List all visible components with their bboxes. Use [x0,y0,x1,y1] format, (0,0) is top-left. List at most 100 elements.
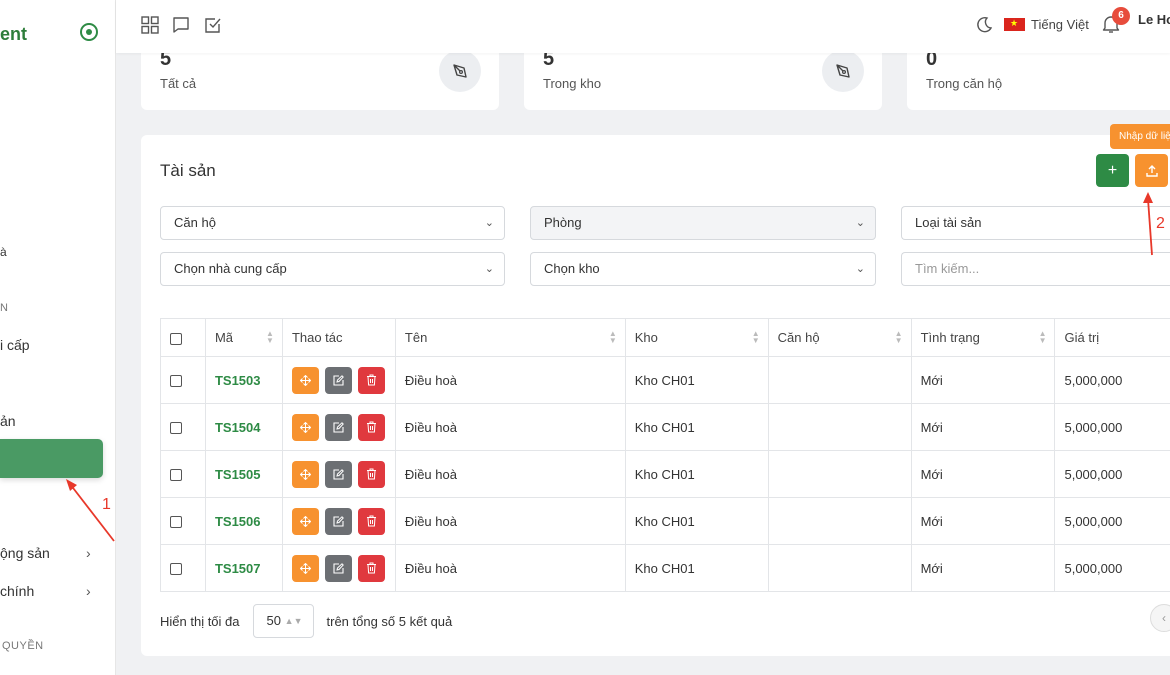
move-button[interactable] [291,413,319,441]
import-button[interactable] [1135,154,1168,187]
sidebar-item-real-estate[interactable]: ộng sản [0,545,50,561]
supplier-select-value: Chọn nhà cung cấp [174,261,287,276]
table-row: TS1503 Điều hoà Kho CH01 Mới 5,000,000 [160,356,1170,404]
row-select-cell [160,544,206,592]
language-selector[interactable]: Tiếng Việt [1004,17,1089,32]
move-button[interactable] [291,507,319,535]
supplier-select[interactable]: Chọn nhà cung cấp ⌄ [160,252,505,286]
asset-code-link[interactable]: TS1505 [214,466,261,482]
row-checkbox[interactable] [170,375,182,388]
room-select[interactable]: Phòng ⌄ [530,206,876,240]
search-placeholder: Tìm kiếm... [915,261,980,276]
chat-icon[interactable] [172,16,190,34]
asset-code-link[interactable]: TS1503 [214,372,261,388]
grid-icon[interactable] [141,16,159,34]
edit-button[interactable] [324,366,352,394]
sidebar-item-active[interactable] [0,439,103,478]
user-name[interactable]: Le Ho [1138,12,1170,27]
apartment-cell [767,403,912,451]
table-row: TS1506 Điều hoà Kho CH01 Mới 5,000,000 [160,497,1170,545]
row-checkbox[interactable] [170,469,182,482]
value-cell: 5,000,000 [1054,450,1170,498]
sidebar-toggle-icon[interactable] [80,23,98,41]
asset-code-link[interactable]: TS1507 [214,560,261,576]
chevron-down-icon: ⌄ [484,217,494,229]
header-label: Căn hộ [777,330,820,345]
asset-name-cell: Điều hoà [394,356,626,404]
header-label: Tình trạng [920,330,980,345]
select-all-checkbox[interactable] [170,332,182,345]
page-size-value: 50 [266,613,281,628]
header-label: Mã [214,330,234,345]
delete-button[interactable] [357,460,385,488]
column-header-apartment[interactable]: Căn hộ ▲ ▼ [767,318,912,357]
asset-code-link[interactable]: TS1504 [214,419,261,435]
value-cell: 5,000,000 [1054,544,1170,592]
actions-cell [281,544,396,592]
status-cell: Mới [910,356,1056,404]
edit-button[interactable] [324,413,352,441]
sidebar-item-finance[interactable]: chính [0,583,35,599]
column-header-name[interactable]: Tên ▲ ▼ [394,318,626,357]
search-input[interactable]: Tìm kiếm... [901,252,1170,286]
chevron-down-icon: ⌄ [855,263,865,275]
move-button[interactable] [291,460,319,488]
column-header-value[interactable]: Giá trị [1054,318,1170,357]
apartment-select[interactable]: Căn hộ ⌄ [160,206,505,240]
status-cell: Mới [910,544,1056,592]
row-select-cell [160,497,206,545]
column-header-code[interactable]: Mã ▲ ▼ [204,318,283,357]
moon-icon[interactable] [975,16,993,34]
asset-code-link[interactable]: TS1506 [214,513,261,529]
asset-name-cell: Điều hoà [394,544,626,592]
assets-table: Mã ▲ ▼ Thao tác Tên ▲ ▼ Kho ▲ ▼ Căn hộ ▲ ▼ Tình … [160,318,1170,592]
move-button[interactable] [291,366,319,394]
column-header-warehouse[interactable]: Kho ▲ ▼ [624,318,769,357]
delete-button[interactable] [357,366,385,394]
row-checkbox[interactable] [170,563,182,576]
edit-button[interactable] [324,460,352,488]
delete-button[interactable] [357,413,385,441]
edit-button[interactable] [324,507,352,535]
sidebar-item-suppliers[interactable]: i cấp [0,337,30,353]
sidebar-item-assets[interactable]: ản [0,413,16,429]
header-label: Kho [634,330,658,345]
header-label: Giá trị [1064,330,1100,345]
page-size-select[interactable]: 50 ▲▼ [252,604,314,638]
sort-icon: ▲ ▼ [608,329,617,345]
warehouse-cell: Kho CH01 [624,403,769,451]
delete-button[interactable] [357,507,385,535]
asset-code-cell: TS1505 [204,450,283,498]
sort-icon: ▲ ▼ [751,329,760,345]
add-button[interactable]: + [1096,154,1129,187]
annotation-label-2: 2 [1156,215,1165,232]
value-cell: 5,000,000 [1054,497,1170,545]
apartment-cell [767,544,912,592]
move-button[interactable] [291,554,319,582]
edit-button[interactable] [324,554,352,582]
column-header-status[interactable]: Tình trạng ▲ ▼ [910,318,1056,357]
assets-card: Tài sản + Nhập dữ liệu Căn hộ ⌄ Phòng ⌄ … [141,124,1170,656]
delete-button[interactable] [357,554,385,582]
sidebar-section-permissions: QUYỀN [2,640,44,652]
previous-page-button[interactable]: ‹ [1150,604,1170,632]
stat-value: 0 [926,48,938,70]
select-all-cell [160,318,206,357]
stat-label: Tất cả [160,76,197,91]
asset-code-cell: TS1507 [204,544,283,592]
column-header-actions: Thao tác [281,318,396,357]
stat-value: 5 [160,48,172,70]
sidebar: ent à N i cấp ản ộng sản › chính › QUYỀN [0,0,116,675]
table-row: TS1507 Điều hoà Kho CH01 Mới 5,000,000 [160,544,1170,592]
checkbox-icon[interactable] [204,16,222,34]
warehouse-cell: Kho CH01 [624,544,769,592]
asset-name-cell: Điều hoà [394,403,626,451]
actions-cell [281,450,396,498]
row-checkbox[interactable] [170,516,182,529]
row-checkbox[interactable] [170,422,182,435]
status-cell: Mới [910,497,1056,545]
actions-cell [281,403,396,451]
asset-type-select[interactable]: Loại tài sản [901,206,1170,240]
warehouse-select[interactable]: Chọn kho ⌄ [530,252,876,286]
sidebar-item-fragment[interactable]: à [0,245,7,259]
